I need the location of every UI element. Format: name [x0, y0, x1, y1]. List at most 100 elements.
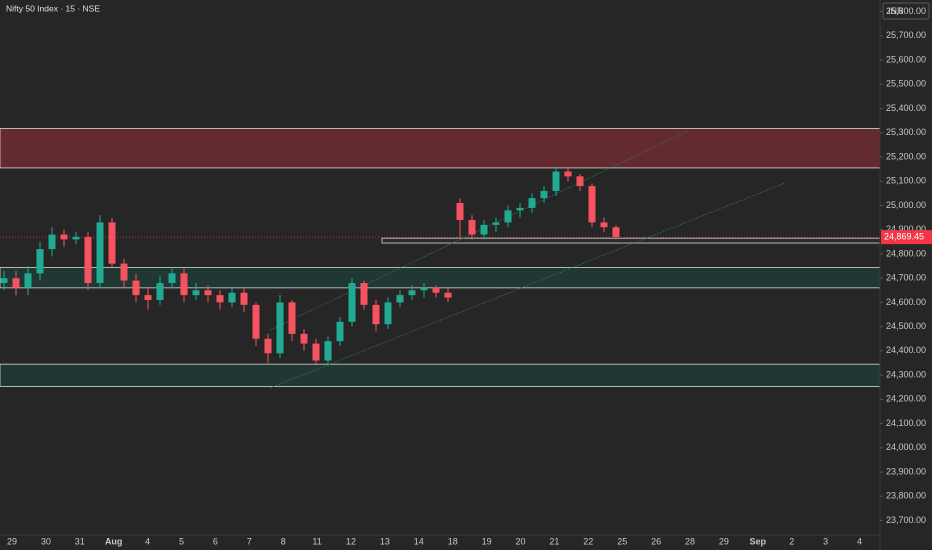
price-axis-bg [881, 22, 932, 535]
y-tick-label: 25,500.00 [886, 79, 926, 89]
channel-lower [269, 182, 786, 389]
channel-upper [269, 129, 691, 331]
y-tick-label: 24,400.00 [886, 345, 926, 355]
x-tick-label: 26 [651, 536, 661, 546]
x-tick-label: 3 [823, 536, 828, 546]
candle-body [228, 292, 236, 303]
x-tick-label: 14 [414, 536, 424, 546]
candle-body [192, 290, 200, 296]
y-tick-label: 25,200.00 [886, 151, 926, 161]
candle-body [276, 302, 284, 354]
chart-title: Nifty 50 Index · 15 · NSE [6, 3, 100, 13]
candle-body [120, 263, 128, 281]
last-price-tag [881, 230, 932, 245]
y-tick-label: 24,500.00 [886, 321, 926, 331]
candle-body [564, 171, 572, 177]
candle-body [156, 283, 164, 300]
candle-body [444, 292, 452, 298]
x-tick-label: 29 [719, 536, 729, 546]
currency: INR [888, 6, 904, 16]
candle-body [360, 283, 368, 305]
candle-body [312, 343, 320, 361]
x-tick-label: 21 [549, 536, 559, 546]
candle-body [204, 290, 212, 296]
candle-body [96, 222, 104, 284]
candle-body [132, 280, 140, 296]
candle-body [0, 278, 8, 284]
candle-body [336, 321, 344, 342]
y-tick-label: 24,100.00 [886, 418, 926, 428]
candle-body [240, 292, 248, 305]
candle-body [540, 190, 548, 199]
x-tick-label: 28 [685, 536, 695, 546]
y-tick-label: 24,000.00 [886, 442, 926, 452]
candle-body [492, 222, 500, 225]
y-tick-label: 24,800.00 [886, 248, 926, 258]
x-tick-label: 13 [380, 536, 390, 546]
candle-body [552, 171, 560, 191]
y-tick-label: 24,700.00 [886, 273, 926, 283]
zone [0, 128, 881, 169]
candle-body [372, 304, 380, 325]
x-tick-label: 31 [75, 536, 85, 546]
y-tick-label: 23,800.00 [886, 491, 926, 501]
currency-box[interactable] [882, 2, 930, 20]
candle-body [264, 338, 272, 354]
x-tick-label: 8 [281, 536, 286, 546]
x-tick-label: Sep [750, 536, 767, 546]
candle-body [612, 227, 620, 237]
x-tick-label: 4 [857, 536, 862, 546]
candle-body [168, 273, 176, 284]
candle-body [504, 210, 512, 223]
x-tick-label: 30 [41, 536, 51, 546]
x-tick-label: 18 [448, 536, 458, 546]
candle-body [432, 287, 440, 293]
candle-body [216, 295, 224, 303]
x-tick-label: 5 [179, 536, 184, 546]
candle-body [252, 304, 260, 339]
x-tick-label: 6 [213, 536, 218, 546]
candle-body [420, 287, 428, 291]
candle-body [408, 290, 416, 296]
candle-body [600, 222, 608, 228]
candles [0, 166, 620, 366]
y-tick-label: 23,700.00 [886, 515, 926, 525]
x-tick-label: Aug [105, 536, 123, 546]
candle-body [48, 234, 56, 250]
candle-body [288, 302, 296, 334]
candle-body [24, 273, 32, 288]
x-tick-label: 11 [312, 536, 321, 546]
zones [0, 128, 881, 387]
candle-body [12, 278, 20, 288]
candle-body [108, 222, 116, 264]
y-tick-label: 25,100.00 [886, 176, 926, 186]
candle-body [324, 341, 332, 361]
candle-body [72, 236, 80, 240]
candle-body [180, 273, 188, 296]
y-tick-label: 25,300.00 [886, 127, 926, 137]
candle-body [576, 176, 584, 187]
y-tick-label: 24,300.00 [886, 369, 926, 379]
candle-body [36, 249, 44, 274]
candle-body [300, 333, 308, 344]
x-tick-label: 19 [482, 536, 492, 546]
last-price-label: 24,869.45 [884, 231, 924, 241]
x-tick-label: 4 [145, 536, 150, 546]
candle-body [456, 203, 464, 221]
y-tick-label: 25,000.00 [886, 200, 926, 210]
x-tick-label: 12 [346, 536, 356, 546]
candle-body [468, 220, 476, 235]
y-tick-label: 24,600.00 [886, 297, 926, 307]
axes: 23,700.00 23,800.00 23,900.00 24,000.00 24,1… [0, 6, 932, 546]
x-tick-label: 25 [617, 536, 627, 546]
candle-body [396, 295, 404, 303]
zone [381, 237, 881, 244]
candle-body [348, 283, 356, 322]
candle-body [588, 186, 596, 223]
zone [0, 363, 881, 387]
x-tick-label: 20 [515, 536, 525, 546]
candle-body [384, 302, 392, 325]
x-tick-label: 29 [7, 536, 17, 546]
